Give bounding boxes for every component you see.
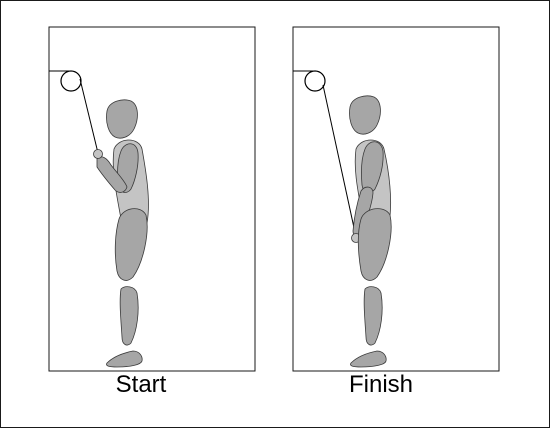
finish-cable — [322, 84, 357, 238]
start-hand — [93, 149, 103, 159]
finish-shin — [363, 286, 383, 346]
start-cable — [79, 78, 99, 154]
start-thigh — [114, 208, 148, 281]
finish-panel — [292, 26, 500, 372]
start-panel-border — [48, 26, 256, 372]
start-pulley — [60, 70, 82, 92]
start-forearm — [96, 156, 128, 193]
finish-upper-arm — [361, 141, 384, 193]
finish-head — [349, 95, 381, 135]
start-foot — [106, 350, 143, 368]
start-label: Start — [115, 371, 167, 398]
start-head — [106, 99, 138, 139]
finish-thigh — [357, 208, 392, 281]
start-shin — [119, 286, 139, 346]
finish-pulley — [304, 70, 326, 92]
finish-foot — [350, 350, 387, 368]
finish-panel-border — [292, 26, 500, 372]
start-panel — [48, 26, 256, 372]
finish-label: Finish — [348, 371, 414, 398]
